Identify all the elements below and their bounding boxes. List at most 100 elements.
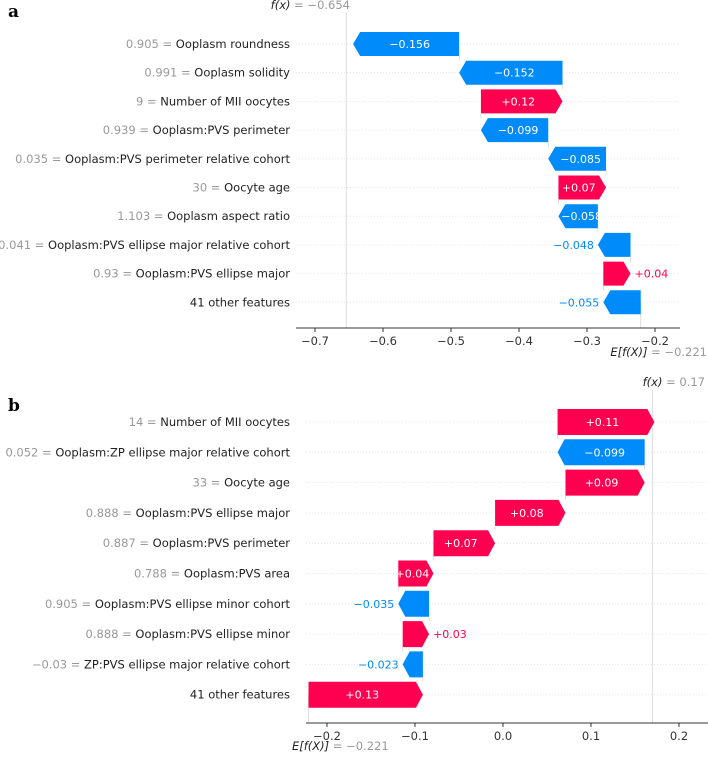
bar-value-label: −0.023 <box>358 658 399 671</box>
bar-value-label: −0.099 <box>584 446 625 459</box>
negative-shap-bar <box>459 60 563 85</box>
x-tick-label: −0.7 <box>301 334 329 348</box>
feature-label: 33 = Oocyte age <box>193 476 290 490</box>
feature-name: Number of MII oocytes <box>160 94 290 108</box>
feature-label: 14 = Number of MII oocytes <box>129 415 290 429</box>
x-tick-label: −0.5 <box>437 334 465 348</box>
x-tick-label: −0.6 <box>369 334 397 348</box>
positive-shap-bar <box>398 560 434 587</box>
bar-value-label: +0.03 <box>433 628 467 641</box>
x-tick-label: 0.0 <box>494 729 512 743</box>
positive-shap-bar <box>402 621 430 648</box>
feature-label: 0.887 = Ooplasm:PVS perimeter <box>103 536 290 550</box>
x-tick-label: 0.1 <box>582 729 600 743</box>
base-symbol: E[f(X)] <box>292 739 329 753</box>
feature-label: 0.052 = Ooplasm:ZP ellipse major relativ… <box>5 445 290 459</box>
bar-value-label: −0.035 <box>354 598 395 611</box>
bar-value-label: −0.099 <box>498 124 539 137</box>
feature-value: 0.939 = <box>103 123 153 137</box>
feature-label: 0.888 = Ooplasm:PVS ellipse minor <box>86 627 291 641</box>
base-value: = −0.221 <box>329 739 389 753</box>
feature-value: 0.991 = <box>144 66 194 80</box>
base-value: = −0.221 <box>647 345 707 359</box>
negative-shap-bar <box>548 146 607 171</box>
feature-name: 41 other features <box>190 295 290 309</box>
bar-value-label: −0.058 <box>561 210 602 223</box>
feature-label: 0.939 = Ooplasm:PVS perimeter <box>103 123 290 137</box>
feature-value: 0.93 = <box>93 267 136 281</box>
bar-value-label: +0.08 <box>510 507 544 520</box>
negative-shap-bar <box>402 651 423 678</box>
feature-name: Ooplasm:PVS ellipse major <box>136 267 291 281</box>
output-value: = −0.654 <box>290 0 350 12</box>
feature-name: Ooplasm:PVS perimeter relative cohort <box>65 152 290 166</box>
negative-shap-bar <box>480 118 549 143</box>
feature-value: 30 = <box>193 181 225 195</box>
bar-value-label: +0.04 <box>635 268 669 281</box>
positive-shap-bar <box>557 409 655 435</box>
positive-shap-bar <box>558 175 607 200</box>
feature-label: −0.03 = ZP:PVS ellipse major relative co… <box>32 657 291 671</box>
bar-value-label: +0.07 <box>562 182 596 195</box>
x-tick-label: 0.2 <box>670 729 688 743</box>
feature-name: Ooplasm:PVS perimeter <box>153 536 291 550</box>
negative-shap-bar <box>557 439 645 466</box>
positive-shap-bar <box>603 261 631 286</box>
panel-b: b +0.13 41 other features −0.023 −0.03 = ZP:… <box>5 375 708 753</box>
feature-name: Ooplasm solidity <box>194 66 290 80</box>
bar-value-label: +0.12 <box>501 95 535 108</box>
positive-shap-bar <box>308 681 423 708</box>
output-value-label: f(x) = −0.654 <box>271 0 350 12</box>
feature-name: Ooplasm:ZP ellipse major relative cohort <box>55 445 290 459</box>
feature-name: Oocyte age <box>224 476 290 490</box>
feature-label: 0.905 = Ooplasm:PVS ellipse minor cohort <box>45 597 291 611</box>
feature-label: 30 = Oocyte age <box>193 181 290 195</box>
feature-label: 0.888 = Ooplasm:PVS ellipse major <box>86 506 290 520</box>
negative-shap-bar <box>558 204 598 229</box>
bar-value-label: +0.11 <box>586 416 620 429</box>
feature-name: Ooplasm:PVS ellipse minor cohort <box>95 597 291 611</box>
x-tick-label: −0.1 <box>401 729 429 743</box>
feature-value: −0.03 = <box>32 657 84 671</box>
bar-value-label: +0.07 <box>444 537 478 550</box>
feature-value: 0.905 = <box>126 37 176 51</box>
feature-label: 0.788 = Ooplasm:PVS area <box>134 567 290 581</box>
feature-value: 0.887 = <box>103 536 153 550</box>
output-symbol: f(x) <box>643 375 663 389</box>
feature-value: 33 = <box>193 476 225 490</box>
base-value-label: E[f(X)] = −0.221 <box>292 739 389 753</box>
feature-label: 41 other features <box>190 295 290 309</box>
feature-label: 0.905 = Ooplasm roundness <box>126 37 290 51</box>
bar-value-label: −0.048 <box>553 239 594 252</box>
bar-value-label: −0.156 <box>389 38 430 51</box>
panel-label: b <box>8 396 20 416</box>
feature-name: Number of MII oocytes <box>160 415 290 429</box>
feature-value: 0.888 = <box>86 506 136 520</box>
feature-name: Ooplasm:PVS area <box>184 567 290 581</box>
base-value-label: E[f(X)] = −0.221 <box>610 345 707 359</box>
negative-shap-bar <box>597 232 631 257</box>
panel-label: a <box>8 2 19 22</box>
bar-value-label: +0.04 <box>396 568 430 581</box>
feature-value: 1.103 = <box>117 209 167 223</box>
feature-name: Ooplasm aspect ratio <box>167 209 290 223</box>
base-symbol: E[f(X)] <box>610 345 647 359</box>
x-tick-label: −0.3 <box>573 334 601 348</box>
x-tick-label: −0.4 <box>505 334 533 348</box>
feature-label: 0.041 = Ooplasm:PVS ellipse major relati… <box>0 238 290 252</box>
positive-shap-bar <box>495 499 566 526</box>
feature-name: ZP:PVS ellipse major relative cohort <box>84 657 290 671</box>
bar-value-label: −0.055 <box>559 296 600 309</box>
output-value-label: f(x) = 0.17 <box>643 375 705 389</box>
x-tick-label: −0.2 <box>641 334 669 348</box>
negative-shap-bar <box>353 32 460 56</box>
positive-shap-bar <box>480 89 563 114</box>
feature-value: 0.888 = <box>86 627 136 641</box>
bar-value-label: +0.09 <box>585 477 619 490</box>
feature-name: Ooplasm roundness <box>176 37 290 51</box>
feature-value: 14 = <box>129 415 161 429</box>
feature-label: 0.991 = Ooplasm solidity <box>144 66 290 80</box>
x-tick-label: −0.2 <box>313 729 341 743</box>
output-symbol: f(x) <box>271 0 291 12</box>
feature-value: 9 = <box>136 94 160 108</box>
